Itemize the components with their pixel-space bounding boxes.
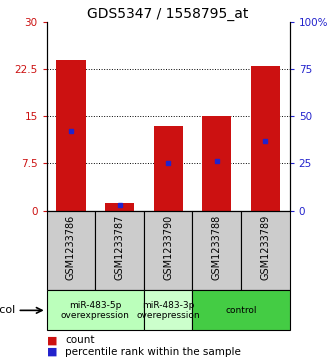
Text: GSM1233789: GSM1233789 [260,215,270,280]
Text: GSM1233788: GSM1233788 [212,215,222,280]
Bar [192,211,241,290]
Bar [144,211,192,290]
Title: GDS5347 / 1558795_at: GDS5347 / 1558795_at [88,7,249,21]
Bar [56,60,86,211]
Text: count: count [65,335,95,346]
Bar [251,66,280,211]
Text: GSM1233787: GSM1233787 [115,215,125,280]
Bar [47,211,95,290]
Text: miR-483-5p
overexpression: miR-483-5p overexpression [61,301,130,320]
Bar [192,290,290,330]
Text: ■: ■ [47,347,57,357]
Text: percentile rank within the sample: percentile rank within the sample [65,347,241,357]
Bar [241,211,290,290]
Text: control: control [225,306,257,315]
Text: GSM1233786: GSM1233786 [66,215,76,280]
Text: protocol: protocol [0,305,15,315]
Bar [154,126,183,211]
Text: ■: ■ [47,335,57,346]
Text: GSM1233790: GSM1233790 [163,215,173,280]
Bar [144,290,192,330]
Text: miR-483-3p
overepression: miR-483-3p overepression [136,301,200,320]
Bar [202,116,231,211]
Bar [105,203,134,211]
Bar [47,290,144,330]
Bar [95,211,144,290]
